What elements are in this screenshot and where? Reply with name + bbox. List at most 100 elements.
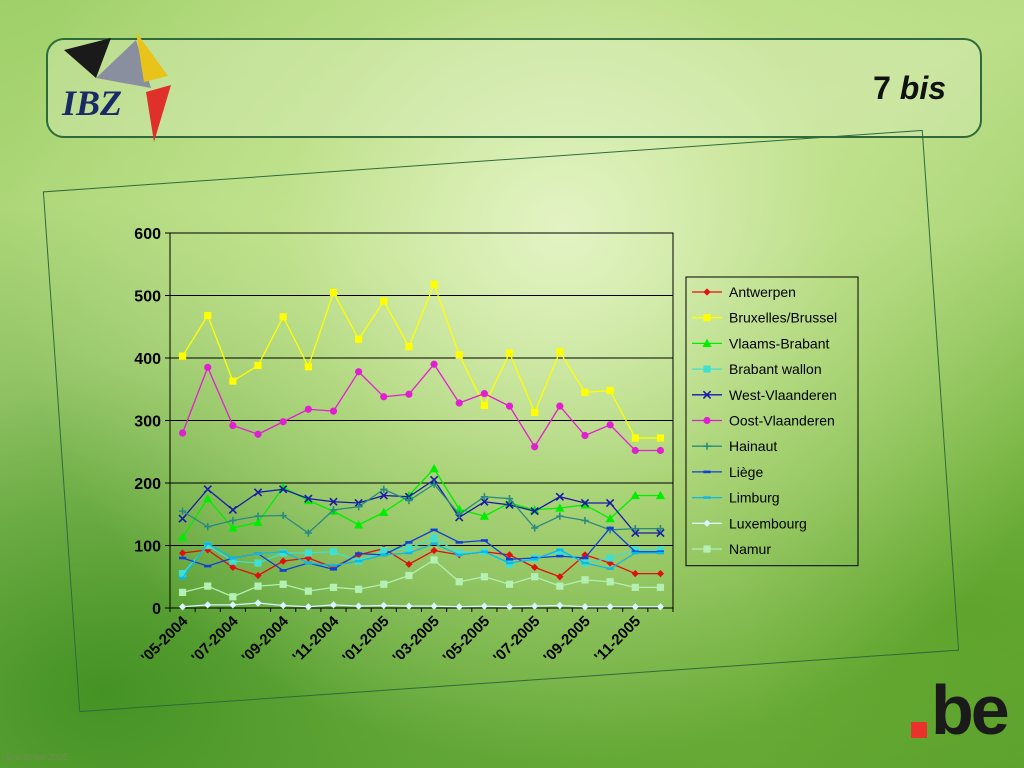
data-point-oost-vlaanderen xyxy=(329,407,338,415)
data-point-oost-vlaanderen xyxy=(531,443,539,451)
legend-marker-namur xyxy=(703,545,711,553)
legend-label-vlaams-brabant: Vlaams-Brabant xyxy=(729,335,829,351)
data-point-bruxelles-brussel xyxy=(405,343,413,351)
data-point-luxembourg xyxy=(531,602,539,610)
data-point-antwerpen xyxy=(505,551,514,559)
series-line-namur xyxy=(182,559,661,598)
logo-black-shard xyxy=(64,38,111,78)
legend-label-namur: Namur xyxy=(729,541,771,557)
be-logo-text: be xyxy=(931,671,1010,749)
data-point-brabant-wallon xyxy=(405,545,413,553)
logo-red-shard xyxy=(146,85,171,142)
data-point-namur xyxy=(455,578,463,586)
data-point-antwerpen xyxy=(581,551,589,559)
data-point-west-vlaanderen xyxy=(379,491,388,500)
data-point-luxembourg xyxy=(355,602,363,610)
legend-label-limburg: Limburg xyxy=(729,490,780,506)
data-point-limburg xyxy=(380,553,388,557)
series-line-li-ge xyxy=(182,527,661,572)
data-point-brabant-wallon xyxy=(254,559,262,567)
data-point-oost-vlaanderen xyxy=(480,390,488,398)
data-point-oost-vlaanderen xyxy=(455,399,463,407)
data-point-brabant-wallon xyxy=(304,549,312,557)
data-point-bruxelles-brussel xyxy=(254,361,262,370)
x-tick-label: '11-2005 xyxy=(591,613,644,666)
data-point-antwerpen xyxy=(229,563,237,571)
data-point-brabant-wallon xyxy=(380,546,388,555)
data-point-namur xyxy=(581,576,589,584)
data-point-limburg xyxy=(656,551,665,555)
data-point-li-ge xyxy=(405,541,413,544)
data-point-antwerpen xyxy=(405,560,413,568)
data-point-bruxelles-brussel xyxy=(178,352,187,360)
data-point-hainaut xyxy=(430,480,438,488)
data-point-bruxelles-brussel xyxy=(656,434,665,442)
x-tick-label: '09-2005 xyxy=(540,613,593,666)
data-point-namur xyxy=(656,583,665,591)
data-point-oost-vlaanderen xyxy=(304,405,312,413)
data-point-limburg xyxy=(329,564,338,567)
data-point-luxembourg xyxy=(556,601,564,610)
data-point-limburg xyxy=(229,556,237,560)
data-point-namur xyxy=(355,585,363,593)
data-point-li-ge xyxy=(455,541,463,544)
data-point-vlaams-brabant xyxy=(580,500,590,509)
data-point-brabant-wallon xyxy=(430,534,438,542)
title-box xyxy=(46,38,982,138)
data-point-west-vlaanderen xyxy=(228,505,238,515)
data-point-hainaut xyxy=(455,510,463,518)
be-logo-dot xyxy=(911,722,927,738)
data-point-namur xyxy=(631,583,639,591)
data-point-west-vlaanderen xyxy=(279,485,288,494)
data-point-limburg xyxy=(505,561,514,565)
data-point-hainaut xyxy=(355,503,363,511)
data-point-namur xyxy=(304,587,312,595)
y-tick-label: 600 xyxy=(134,226,161,243)
data-point-li-ge xyxy=(480,539,488,542)
data-point-hainaut xyxy=(380,485,388,493)
data-point-west-vlaanderen xyxy=(480,497,489,506)
data-point-oost-vlaanderen xyxy=(204,363,212,371)
data-point-namur xyxy=(405,571,413,580)
data-point-hainaut xyxy=(556,512,564,520)
data-point-bruxelles-brussel xyxy=(279,313,287,321)
data-point-brabant-wallon xyxy=(606,554,614,562)
series-line-antwerpen xyxy=(182,547,661,578)
data-point-bruxelles-brussel xyxy=(430,280,438,288)
data-point-west-vlaanderen xyxy=(530,506,539,516)
data-point-west-vlaanderen xyxy=(505,500,514,510)
data-point-li-ge xyxy=(279,569,287,572)
data-point-limburg xyxy=(556,548,564,552)
data-point-namur xyxy=(229,593,237,601)
data-point-vlaams-brabant xyxy=(630,490,640,500)
data-point-luxembourg xyxy=(279,601,287,610)
data-point-vlaams-brabant xyxy=(479,511,489,520)
data-point-luxembourg xyxy=(178,603,187,611)
data-point-namur xyxy=(556,582,564,590)
series-line-west-vlaanderen xyxy=(182,478,661,534)
data-point-limburg xyxy=(606,567,614,570)
data-point-namur xyxy=(380,580,388,588)
data-point-bruxelles-brussel xyxy=(606,386,614,395)
data-point-west-vlaanderen xyxy=(656,528,665,538)
data-point-brabant-wallon xyxy=(329,548,338,556)
data-point-hainaut xyxy=(279,511,287,520)
y-tick-label: 500 xyxy=(134,289,161,306)
y-tick-label: 300 xyxy=(134,414,161,431)
legend-marker-luxembourg xyxy=(703,519,711,527)
slide-title: 7 bis xyxy=(873,70,946,107)
data-point-li-ge xyxy=(204,564,212,568)
legend-label-brabant-wallon: Brabant wallon xyxy=(729,361,822,377)
data-point-bruxelles-brussel xyxy=(556,348,564,356)
data-point-namur xyxy=(254,582,262,590)
data-point-limburg xyxy=(279,550,287,554)
data-point-oost-vlaanderen xyxy=(254,430,262,438)
logo-yellow-shard xyxy=(136,32,168,82)
data-point-brabant-wallon xyxy=(229,557,237,565)
data-point-antwerpen xyxy=(556,573,564,581)
data-point-li-ge xyxy=(606,526,614,530)
data-point-oost-vlaanderen xyxy=(405,390,413,398)
data-point-namur xyxy=(329,583,338,591)
slide-title-number: 7 xyxy=(873,70,891,106)
